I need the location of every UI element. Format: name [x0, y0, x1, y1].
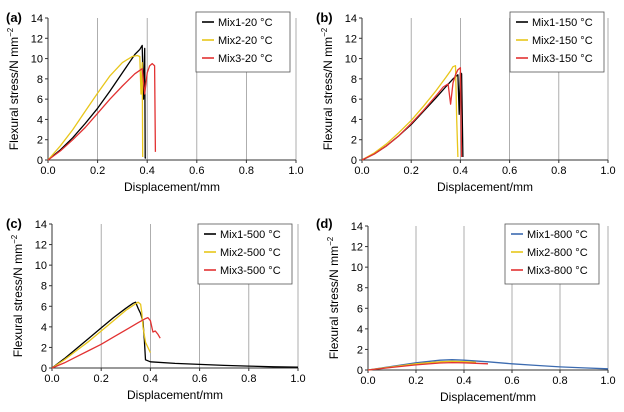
series-line-2	[47, 54, 144, 161]
y-tick-label: 12	[351, 242, 363, 254]
legend-label: Mix3-20 °C	[218, 53, 273, 65]
legend: Mix1-20 °C Mix2-20 °C Mix3-20 °C	[195, 11, 291, 73]
series-line-2	[361, 65, 459, 161]
legend-label: Mix1-20 °C	[218, 17, 273, 29]
x-tick-label: 0.6	[502, 165, 517, 177]
series-line-3	[47, 62, 157, 161]
legend: Mix1-500 °C Mix2-500 °C Mix3-500 °C	[197, 223, 293, 285]
y-tick-label: 4	[357, 324, 363, 336]
legend: Mix1-150 °C Mix2-150 °C Mix3-150 °C	[509, 11, 605, 73]
y-tick-label: 0	[351, 155, 357, 167]
legend-label: Mix2-500 °C	[220, 247, 281, 259]
y-tick-label: 14	[345, 13, 357, 25]
chart-panel-4: 0.0 0.2 0.4 0.6 0.8 1.0 0 2 4 6 8 10 12 14 Displacemen…	[316, 216, 616, 404]
x-tick-label: 0.4	[453, 165, 468, 177]
y-tick-label: 8	[357, 283, 363, 295]
y-tick-label: 10	[35, 260, 47, 272]
y-axis-label: Flexural stress/N mm−2	[10, 234, 25, 357]
series-line-1	[367, 359, 609, 371]
y-tick-label: 4	[37, 114, 43, 126]
series-line-3	[51, 316, 161, 369]
x-tick-label: 0.0	[360, 375, 375, 387]
legend-label: Mix2-800 °C	[527, 247, 588, 259]
x-tick-label: 0.8	[239, 165, 254, 177]
x-tick-label: 0.2	[94, 373, 109, 385]
x-tick-label: 0.4	[456, 375, 471, 387]
panel-label: (c)	[6, 216, 22, 231]
x-tick-label: 0.2	[90, 165, 105, 177]
legend-label: Mix1-150 °C	[532, 17, 593, 29]
y-axis-label: Flexural stress/N mm−2	[326, 236, 341, 359]
x-tick-label: 0.4	[143, 373, 158, 385]
y-tick-label: 8	[37, 74, 43, 86]
chart-panel-2: 0.0 0.2 0.4 0.6 0.8 1.0 0 2 4 6 8 10 12 14 Displacemen…	[316, 10, 616, 194]
series-line-3	[361, 67, 463, 161]
y-tick-label: 0	[357, 365, 363, 377]
x-tick-label: 0.8	[552, 375, 567, 387]
y-tick-label: 12	[35, 240, 47, 252]
panel-label: (b)	[316, 10, 333, 25]
x-tick-label: 0.0	[354, 165, 369, 177]
x-axis-label: Displacement/mm	[440, 390, 536, 404]
y-tick-label: 14	[31, 13, 43, 25]
y-tick-label: 8	[41, 281, 47, 293]
y-axis-label: Flexural stress/N mm−2	[320, 27, 335, 150]
legend-label: Mix3-500 °C	[220, 265, 281, 277]
x-axis-label: Displacement/mm	[437, 180, 533, 194]
x-tick-label: 0.6	[504, 375, 519, 387]
x-tick-label: 0.6	[189, 165, 204, 177]
legend-label: Mix2-150 °C	[532, 35, 593, 47]
x-tick-label: 0.6	[192, 373, 207, 385]
y-tick-label: 12	[31, 33, 43, 45]
y-tick-label: 2	[357, 344, 363, 356]
legend-label: Mix3-150 °C	[532, 53, 593, 65]
series-line-1	[47, 44, 146, 161]
x-tick-label: 0.0	[44, 373, 59, 385]
legend-label: Mix1-800 °C	[527, 229, 588, 241]
panel-label: (d)	[316, 216, 333, 231]
chart-panel-3: 0.0 0.2 0.4 0.6 0.8 1.0 0 2 4 6 8 10 12 14 Displacemen…	[6, 216, 306, 402]
x-tick-label: 0.4	[140, 165, 155, 177]
x-tick-label: 0.8	[551, 165, 566, 177]
series-line-2	[51, 301, 151, 369]
y-tick-label: 2	[37, 135, 43, 147]
y-tick-label: 8	[351, 74, 357, 86]
series-line-1	[51, 301, 299, 369]
y-tick-label: 10	[345, 54, 357, 66]
x-tick-label: 0.2	[408, 375, 423, 387]
legend: Mix1-800 °C Mix2-800 °C Mix3-800 °C	[504, 223, 600, 285]
x-tick-label: 0.8	[241, 373, 256, 385]
y-tick-label: 2	[351, 135, 357, 147]
y-tick-label: 14	[35, 219, 47, 231]
x-axis-label: Displacement/mm	[127, 388, 223, 402]
y-tick-label: 10	[31, 54, 43, 66]
x-tick-label: 1.0	[600, 375, 615, 387]
x-tick-label: 1.0	[600, 165, 615, 177]
y-tick-label: 2	[41, 342, 47, 354]
y-tick-label: 6	[351, 94, 357, 106]
panel-label: (a)	[6, 10, 22, 25]
legend-label: Mix1-500 °C	[220, 229, 281, 241]
x-axis-label: Displacement/mm	[124, 180, 220, 194]
y-tick-label: 0	[41, 363, 47, 375]
legend-label: Mix3-800 °C	[527, 265, 588, 277]
x-tick-label: 0.0	[40, 165, 55, 177]
x-tick-label: 1.0	[288, 165, 303, 177]
y-tick-label: 6	[357, 303, 363, 315]
y-tick-label: 0	[37, 155, 43, 167]
legend-label: Mix2-20 °C	[218, 35, 273, 47]
y-tick-label: 12	[345, 33, 357, 45]
y-tick-label: 4	[351, 114, 357, 126]
chart-panel-1: 0.0 0.2 0.4 0.6 0.8 1.0 0 2 4 6 8 10 12 14 Displacemen…	[6, 10, 304, 194]
y-tick-label: 6	[41, 301, 47, 313]
x-tick-label: 1.0	[290, 373, 305, 385]
x-tick-label: 0.2	[404, 165, 419, 177]
y-tick-label: 4	[41, 322, 47, 334]
y-axis-label: Flexural stress/N mm−2	[6, 27, 21, 150]
series-line-3	[367, 361, 489, 371]
y-tick-label: 6	[37, 94, 43, 106]
y-tick-label: 10	[351, 262, 363, 274]
y-tick-label: 14	[351, 221, 363, 233]
